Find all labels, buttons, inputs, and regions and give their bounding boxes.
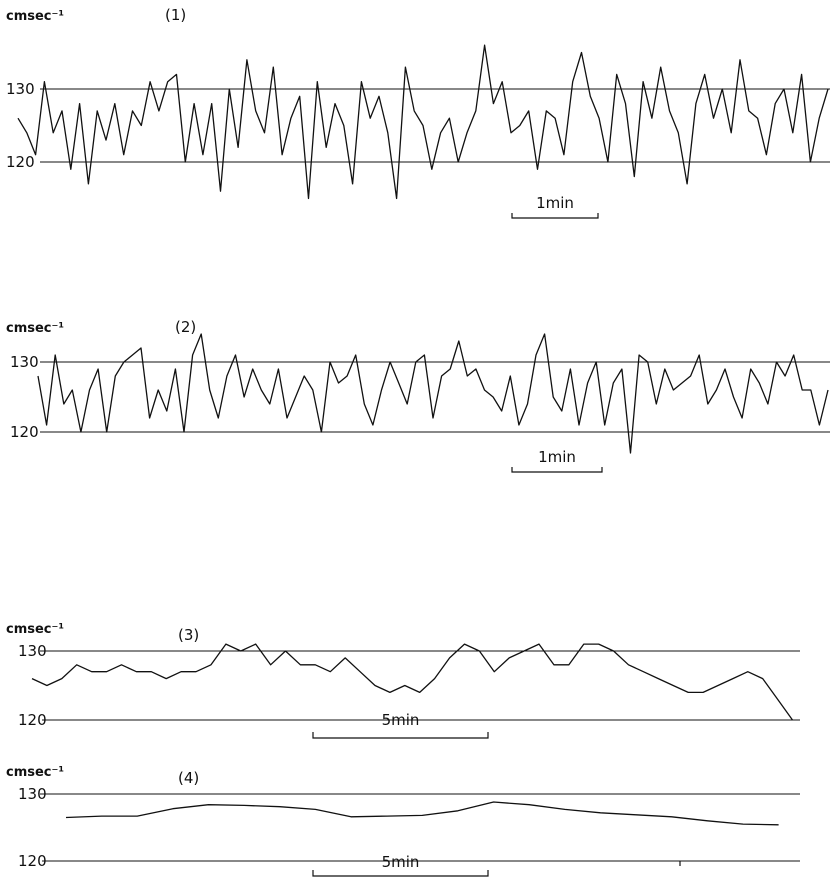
y-unit-label: cmsec⁻¹ bbox=[6, 321, 64, 336]
y-tick-label: 120 bbox=[18, 711, 47, 729]
velocity-trace bbox=[31, 643, 794, 721]
y-tick-label: 130 bbox=[18, 642, 47, 660]
y-tick-label: 130 bbox=[18, 785, 47, 803]
y-tick-label: 130 bbox=[6, 80, 35, 98]
velocity-trace bbox=[65, 801, 779, 826]
scale-bar-label: 1min bbox=[536, 194, 574, 212]
y-tick-label: 120 bbox=[18, 852, 47, 870]
y-tick-label: 120 bbox=[6, 153, 35, 171]
y-tick-label: 120 bbox=[10, 423, 39, 441]
y-unit-label: cmsec⁻¹ bbox=[6, 9, 64, 24]
panel-label: (1) bbox=[165, 6, 186, 24]
scale-bar-label: 1min bbox=[538, 448, 576, 466]
y-unit-label: cmsec⁻¹ bbox=[6, 622, 64, 637]
y-tick-label: 130 bbox=[10, 353, 39, 371]
panel-label: (3) bbox=[178, 626, 199, 644]
scale-bar-label: 5min bbox=[382, 711, 420, 729]
panel-label: (2) bbox=[175, 318, 196, 336]
time-scale-bar: 1min bbox=[511, 194, 599, 219]
panel-2: cmsec⁻¹ (2) 130 120 1min bbox=[6, 318, 830, 473]
time-scale-bar: 5min bbox=[312, 711, 489, 739]
scale-bar-label: 5min bbox=[382, 853, 420, 871]
panel-4: cmsec⁻¹ (4) 130 120 5min bbox=[6, 765, 800, 877]
y-unit-label: cmsec⁻¹ bbox=[6, 765, 64, 780]
time-scale-bar: 1min bbox=[511, 448, 603, 473]
velocity-trace bbox=[17, 44, 829, 200]
panel-label: (4) bbox=[178, 769, 199, 787]
time-scale-bar: 5min bbox=[312, 853, 681, 877]
panel-3: cmsec⁻¹ (3) 130 120 5min bbox=[6, 622, 800, 739]
velocity-trace bbox=[37, 333, 829, 454]
panel-1: cmsec⁻¹ (1) 130 120 1min bbox=[6, 6, 830, 219]
